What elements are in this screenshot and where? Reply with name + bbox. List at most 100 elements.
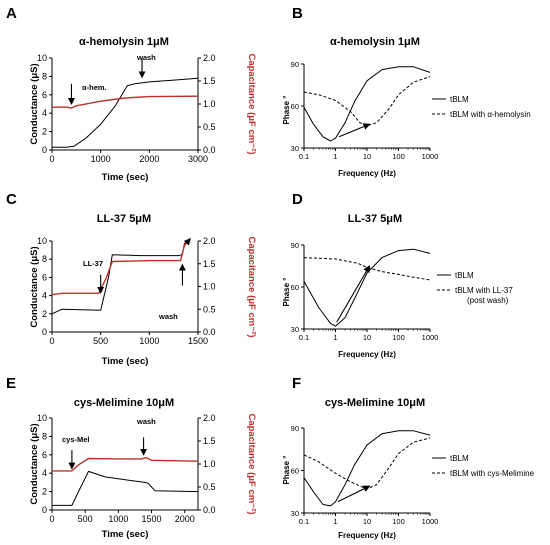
panel-E-annotation-wash: wash xyxy=(136,417,156,426)
y-tick-label: 10 xyxy=(37,53,47,63)
panel-F-title: cys-Melimine 10μM xyxy=(325,397,425,409)
y-tick-label: 0 xyxy=(42,505,47,515)
x-tick-label: 100 xyxy=(392,517,405,526)
y-tick-label: 8 xyxy=(42,254,47,264)
panel-C-ylabel-left: Conductance (μS) xyxy=(29,246,40,327)
series-line-0 xyxy=(303,66,431,142)
conductance-series-line xyxy=(52,470,199,506)
panel-E-ylabel-right: Capacitance (μF cm⁻²) xyxy=(246,413,257,514)
panel-E-title: cys-Melimine 10μM xyxy=(74,397,174,409)
y-right-tick-label: 1.5 xyxy=(203,76,216,86)
legend-label-tblm-hemolysin: tBLM with α-hemolysin xyxy=(450,110,531,119)
panel-A-plot: 0 1000 2000 3000 0 2 4 6 8 10 0.0 0.5 1.0 1.5 2.0 xyxy=(37,53,216,164)
panel-D-ylabel: Phase ° xyxy=(282,278,291,307)
x-tick-label: 100 xyxy=(392,333,405,342)
legend-label-tblm: tBLM xyxy=(450,454,469,463)
panel-A-ylabel-right: Capacitance (μF cm⁻²) xyxy=(246,53,257,154)
x-tick-label: 0.1 xyxy=(299,517,309,526)
y-tick-label: 0 xyxy=(42,327,47,337)
y-right-tick-label: 0.5 xyxy=(203,482,216,492)
x-tick-label: 0 xyxy=(49,336,54,346)
panel-letter-E: E xyxy=(6,375,16,392)
annotation-arrow xyxy=(338,123,371,138)
panel-A-title: α-hemolysin 1μM xyxy=(79,36,169,48)
x-tick-label: 0.1 xyxy=(299,333,309,342)
x-tick-label: 0 xyxy=(49,514,54,524)
y-tick-label: 60 xyxy=(291,467,299,476)
x-tick-label: 1000 xyxy=(422,152,439,161)
x-tick-label: 1000 xyxy=(139,336,159,346)
x-tick-label: 1500 xyxy=(142,514,162,524)
capacitance-series-line xyxy=(51,238,191,296)
y-tick-label: 4 xyxy=(42,291,47,301)
panel-F-legend: tBLM tBLM with cys-Melimine xyxy=(432,454,535,478)
panel-D-xlabel: Frequency (Hz) xyxy=(338,350,396,359)
panel-D-legend: tBLM tBLM with LL-37 (post wash) xyxy=(437,271,513,305)
x-tick-label: 0.1 xyxy=(299,152,309,161)
y-right-tick-label: 0.0 xyxy=(203,145,216,155)
x-tick-label: 1 xyxy=(333,333,337,342)
y-right-tick-label: 1.5 xyxy=(203,436,216,446)
panel-letter-A: A xyxy=(6,5,17,22)
x-tick-label: 10 xyxy=(363,152,371,161)
panel-B-plot: 0.1 1 10 100 1000 30 60 90 xyxy=(291,60,439,161)
panel-letter-F: F xyxy=(292,375,301,392)
y-tick-label: 0 xyxy=(42,145,47,155)
y-tick-label: 30 xyxy=(291,509,299,518)
y-tick-label: 90 xyxy=(291,60,299,69)
series-line-1 xyxy=(303,257,431,281)
panel-F-ylabel: Phase ° xyxy=(282,456,291,485)
annotation-arrow xyxy=(337,485,371,503)
legend-label-tblm: tBLM xyxy=(455,271,474,280)
y-right-tick-label: 1.0 xyxy=(203,282,216,292)
panel-F-plot: 0.1 1 10 100 1000 30 60 90 xyxy=(291,424,439,526)
panel-D-plot: 0.1 1 10 100 1000 30 60 90 xyxy=(291,241,439,342)
conductance-series-line xyxy=(52,77,199,148)
series-line-0 xyxy=(303,248,431,327)
y-right-tick-label: 1.5 xyxy=(203,259,216,269)
y-tick-label: 4 xyxy=(42,108,47,118)
legend-label-post-wash: (post wash) xyxy=(467,296,509,305)
panel-C-annotation-wash: wash xyxy=(158,312,178,321)
conductance-series-line xyxy=(51,240,189,315)
x-tick-label: 1500 xyxy=(188,336,208,346)
x-tick-label: 0 xyxy=(49,154,54,164)
y-right-tick-label: 0.5 xyxy=(203,304,216,314)
y-tick-label: 4 xyxy=(42,468,47,478)
y-tick-label: 10 xyxy=(37,236,47,246)
y-right-tick-label: 0.5 xyxy=(203,122,216,132)
panel-C-title: LL-37 5μM xyxy=(97,213,151,225)
y-tick-label: 60 xyxy=(291,102,299,111)
capacitance-end-arrow xyxy=(183,237,191,247)
legend-label-tblm-cysmel: tBLM with cys-Melimine xyxy=(450,469,535,478)
x-tick-label: 1000 xyxy=(91,154,111,164)
legend-label-tblm-ll37: tBLM with LL-37 xyxy=(455,286,513,295)
y-tick-label: 60 xyxy=(291,283,299,292)
panel-E-plot: 0 500 1000 1500 2000 0 2 4 6 8 10 0.0 0.5 1.0 1.5 2.0 xyxy=(37,413,216,524)
panel-C-xlabel: Time (sec) xyxy=(102,356,149,367)
panel-E-annotation-cysmel: cys-Mel xyxy=(62,435,90,444)
x-tick-label: 100 xyxy=(392,152,405,161)
y-right-tick-label: 1.0 xyxy=(203,99,216,109)
series-line-0 xyxy=(303,430,431,507)
x-tick-label: 10 xyxy=(363,517,371,526)
panel-letter-D: D xyxy=(292,191,303,208)
x-tick-label: 3000 xyxy=(188,154,208,164)
y-tick-label: 8 xyxy=(42,71,47,81)
y-right-tick-label: 0.0 xyxy=(203,327,216,337)
panel-A-ylabel-left: Conductance (μS) xyxy=(29,63,40,144)
y-tick-label: 10 xyxy=(37,413,47,423)
y-right-tick-label: 2.0 xyxy=(203,413,216,423)
y-tick-label: 2 xyxy=(42,309,47,319)
y-right-tick-label: 2.0 xyxy=(203,53,216,63)
y-tick-label: 6 xyxy=(42,450,47,460)
x-tick-label: 1000 xyxy=(422,333,439,342)
x-tick-label: 2000 xyxy=(175,514,195,524)
panel-B-ylabel: Phase ° xyxy=(282,96,291,125)
panel-B-legend: tBLM tBLM with α-hemolysin xyxy=(432,95,531,119)
x-tick-label: 1000 xyxy=(422,517,439,526)
capacitance-series-line xyxy=(52,456,199,472)
panel-E-xlabel: Time (sec) xyxy=(102,529,149,540)
capacitance-series-line xyxy=(52,95,199,109)
